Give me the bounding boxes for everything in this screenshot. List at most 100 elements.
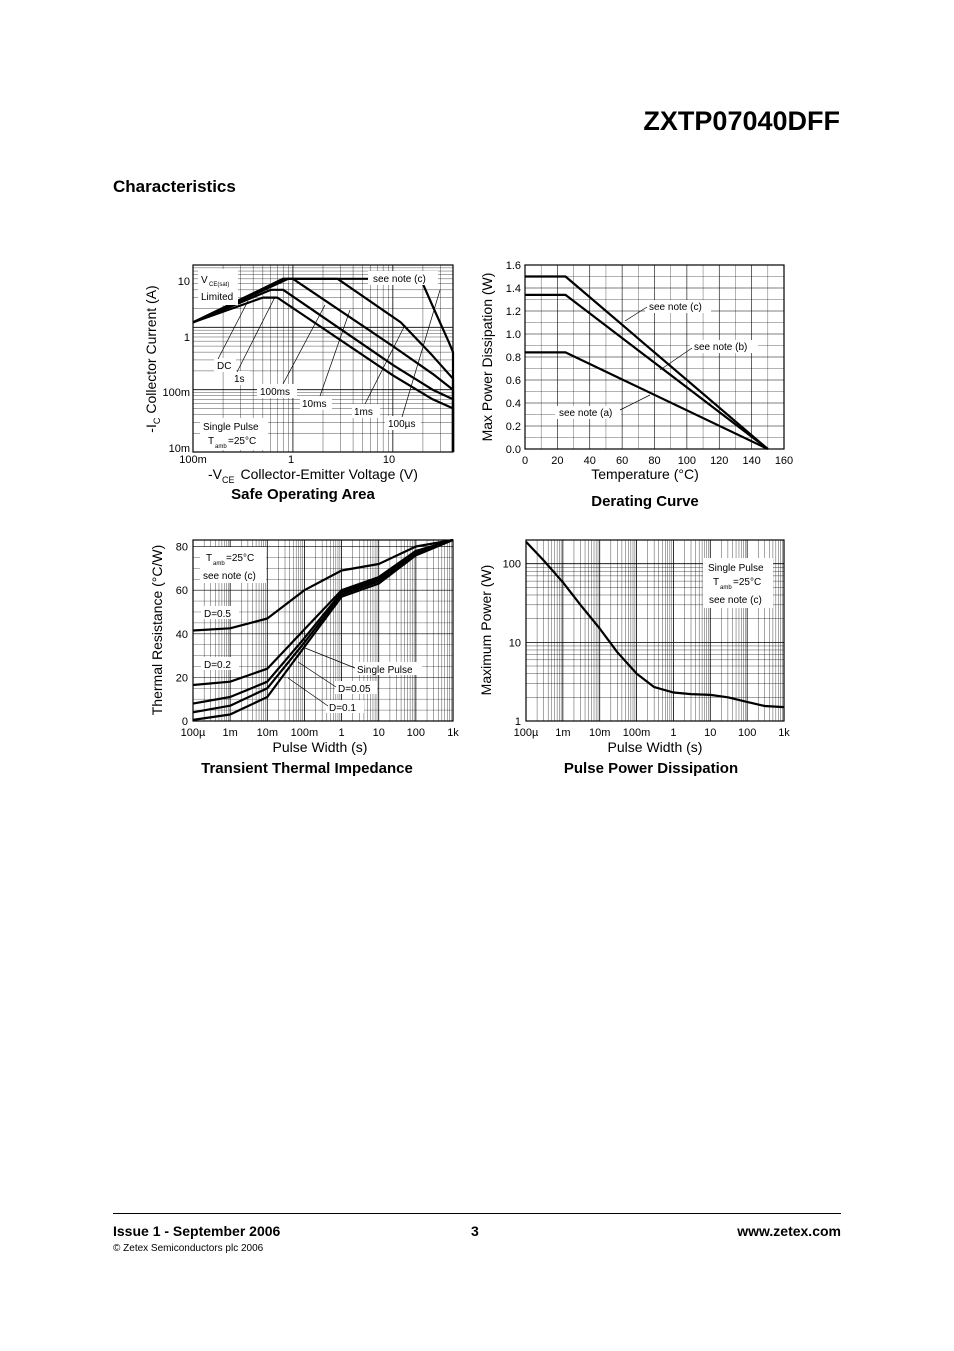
derating-xtick: 120	[710, 455, 728, 467]
derating-note-b: see note (b)	[694, 342, 747, 353]
svg-text:-ICCollector Current (A): -IC Collector Current (A)	[143, 285, 162, 432]
pp-xtick: 100m	[623, 727, 651, 739]
derating-series-line-2	[525, 351, 769, 450]
transient-tamb-value: =25°C	[226, 553, 254, 564]
derating-ytick: 1.4	[506, 283, 521, 295]
pp-xtick: 1m	[555, 727, 570, 739]
pp-tamb-value: =25°C	[733, 577, 761, 588]
pp-xtick: 10	[704, 727, 716, 739]
transient-d02: D=0.2	[204, 660, 231, 671]
derating-xtick: 0	[522, 455, 528, 467]
soa-vce-label: V	[201, 275, 208, 286]
footer-divider	[113, 1213, 841, 1214]
derating-ytick: 0.2	[506, 421, 521, 433]
derating-ytick: 0.4	[506, 398, 521, 410]
pp-ytick: 1	[515, 716, 521, 728]
soa-tamb-t: T	[208, 436, 214, 447]
derating-series-line-1	[525, 293, 769, 450]
soa-limited-label: Limited	[201, 292, 233, 303]
pp-xtick: 100µ	[514, 727, 539, 739]
footer-page-number: 3	[471, 1223, 479, 1239]
transient-ytick: 20	[176, 672, 188, 684]
transient-note-c: see note (c)	[203, 571, 256, 582]
transient-series-line-3	[192, 538, 454, 714]
derating-xtick: 40	[584, 455, 596, 467]
transient-xtick: 10m	[257, 727, 278, 739]
transient-xtick: 100	[407, 727, 425, 739]
soa-xlabel: Collector-Emitter Voltage (V)	[241, 466, 418, 482]
soa-single-pulse: Single Pulse	[203, 422, 259, 433]
transient-series-line-0	[192, 538, 454, 632]
derating-title: Derating Curve	[591, 493, 699, 510]
soa-xlabel-sub: CE	[222, 475, 235, 485]
transient-ytick: 40	[176, 629, 188, 641]
transient-xtick: 100µ	[181, 727, 206, 739]
transient-d05: D=0.5	[204, 609, 231, 620]
pp-xtick: 1k	[778, 727, 790, 739]
part-number-title: ZXTP07040DFF	[643, 106, 840, 136]
derating-ytick: 1.6	[506, 260, 521, 272]
soa-vce-sub: CE(sat)	[209, 282, 229, 288]
soa-xtick: 10	[383, 454, 395, 466]
footer-website-link[interactable]: www.zetex.com	[737, 1223, 841, 1239]
pp-single-pulse: Single Pulse	[708, 563, 764, 574]
soa-xtick: 1	[288, 454, 294, 466]
footer-issue: Issue 1 - September 2006	[113, 1223, 281, 1239]
soa-dc-label: DC	[217, 361, 231, 372]
soa-ylabel-prefix: -I	[143, 424, 159, 433]
soa-10ms-label: 10ms	[302, 399, 326, 410]
transient-ytick: 60	[176, 585, 188, 597]
pp-xtick: 100	[738, 727, 756, 739]
soa-1s-label: 1s	[234, 374, 245, 385]
pp-xlabel: Pulse Width (s)	[608, 739, 703, 755]
transient-ylabel: Thermal Resistance (°C/W)	[149, 545, 165, 716]
soa-1ms-label: 1ms	[354, 407, 373, 418]
derating-ylabel: Max Power Dissipation (W)	[479, 273, 495, 442]
pp-ytick: 100	[503, 559, 521, 571]
soa-tamb-sub: amb	[215, 444, 227, 450]
soa-xtick: 100m	[179, 454, 207, 466]
soa-ytick: 1	[184, 332, 190, 344]
transient-series-line-1	[192, 538, 454, 687]
pulse-power-chart: 1 10 100 100µ 1m 10m 100m 1 10 100 1k Single Puls…	[478, 539, 790, 777]
soa-xlabel-prefix: -V	[208, 466, 223, 482]
transient-ytick: 0	[182, 716, 188, 728]
pp-xtick: 10m	[589, 727, 610, 739]
pp-ylabel: Maximum Power (W)	[478, 565, 494, 696]
transient-xlabel: Pulse Width (s)	[273, 739, 368, 755]
derating-xtick: 100	[678, 455, 696, 467]
transient-xtick: 100m	[291, 727, 319, 739]
transient-ytick: 80	[176, 542, 188, 554]
soa-100us-label: 100µs	[388, 419, 415, 430]
derating-xtick: 160	[775, 455, 793, 467]
derating-xlabel: Temperature (°C)	[591, 466, 699, 482]
pp-note-c: see note (c)	[709, 595, 762, 606]
soa-ylabel-sub: C	[152, 417, 162, 424]
soa-ylabel: Collector Current (A)	[143, 285, 159, 413]
pp-tamb-t: T	[713, 577, 719, 588]
derating-ytick: 0.6	[506, 375, 521, 387]
soa-title: Safe Operating Area	[231, 486, 375, 503]
pp-tamb-sub: amb	[720, 585, 732, 591]
section-title: Characteristics	[113, 177, 236, 196]
pp-series-line-0	[525, 541, 785, 709]
soa-ytick: 10	[178, 276, 190, 288]
derating-ytick: 0.8	[506, 352, 521, 364]
transient-d005: D=0.05	[338, 684, 371, 695]
transient-tamb-sub: amb	[213, 561, 225, 567]
soa-ytick: 100m	[162, 387, 190, 399]
derating-series-line-0	[525, 275, 769, 450]
derating-xtick: 80	[648, 455, 660, 467]
derating-note-c: see note (c)	[649, 302, 702, 313]
soa-tamb-value: =25°C	[228, 436, 256, 447]
derating-ytick: 0.0	[506, 444, 521, 456]
footer-copyright: © Zetex Semiconductors plc 2006	[113, 1243, 264, 1254]
soa-note-c: see note (c)	[373, 274, 426, 285]
transient-series-line-4	[192, 538, 454, 721]
transient-xtick: 1	[339, 727, 345, 739]
transient-tamb-t: T	[206, 553, 212, 564]
pp-title: Pulse Power Dissipation	[564, 760, 738, 777]
derating-chart: 0.0 0.2 0.4 0.6 0.8 1.0 1.2 1.4 1.6 0 20 40 60 80 100…	[479, 260, 793, 510]
derating-ytick: 1.0	[506, 329, 521, 341]
